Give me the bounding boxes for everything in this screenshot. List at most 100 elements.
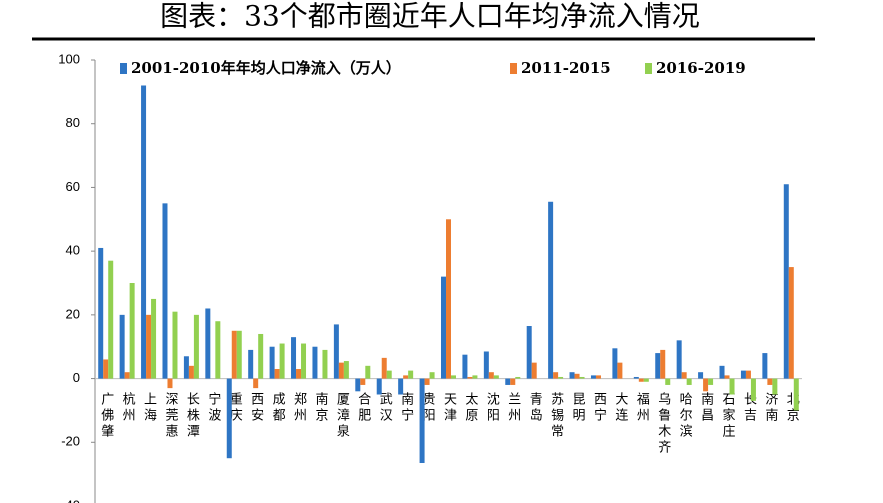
bar bbox=[386, 370, 392, 379]
bar bbox=[172, 311, 178, 379]
x-tick-label: 西安 bbox=[248, 392, 264, 424]
bar bbox=[643, 378, 649, 382]
bar bbox=[558, 376, 564, 379]
bar bbox=[698, 372, 704, 379]
bar bbox=[633, 376, 639, 379]
bar bbox=[569, 372, 575, 379]
bar bbox=[398, 378, 404, 395]
bar bbox=[719, 365, 725, 379]
bar bbox=[193, 314, 199, 379]
bar bbox=[226, 378, 232, 459]
bar bbox=[750, 378, 756, 401]
bar bbox=[472, 375, 478, 379]
x-tick-label: 沈阳 bbox=[484, 392, 500, 424]
bar bbox=[301, 343, 307, 379]
bar bbox=[595, 375, 601, 379]
bar bbox=[151, 298, 157, 379]
bar bbox=[103, 359, 109, 379]
legend-label: 2001-2010年年均人口净流入（万人） bbox=[131, 59, 401, 77]
y-tick-label: 100 bbox=[58, 51, 80, 66]
x-tick-label: 太原 bbox=[462, 392, 478, 424]
bar bbox=[146, 314, 152, 379]
bar bbox=[236, 330, 242, 379]
bar bbox=[419, 378, 425, 463]
bar bbox=[446, 219, 451, 379]
x-tick-label: 石家庄 bbox=[720, 392, 736, 440]
bar bbox=[322, 349, 328, 379]
bar bbox=[638, 378, 644, 382]
chart-title: 图表：33个都市圈近年人口年均净流入情况 bbox=[160, 0, 700, 33]
bar bbox=[531, 362, 537, 379]
x-tick-label: 深莞惠 bbox=[162, 392, 178, 440]
bar bbox=[772, 378, 778, 395]
bar bbox=[381, 357, 387, 379]
bar bbox=[355, 378, 361, 392]
bar bbox=[617, 362, 623, 379]
bar bbox=[365, 365, 371, 379]
x-tick-label: 昆明 bbox=[570, 392, 585, 424]
bar bbox=[98, 247, 104, 379]
bar bbox=[703, 378, 709, 392]
x-tick-label: 福州 bbox=[634, 392, 650, 424]
y-tick-label: 0 bbox=[73, 370, 80, 385]
bar bbox=[403, 375, 409, 379]
bar bbox=[269, 346, 275, 379]
bar bbox=[429, 372, 435, 379]
bar bbox=[360, 378, 366, 385]
bar bbox=[248, 349, 254, 379]
bar bbox=[183, 356, 189, 379]
bar bbox=[488, 372, 494, 379]
bar bbox=[762, 353, 768, 379]
bar bbox=[483, 351, 489, 379]
bar bbox=[783, 184, 789, 379]
bar bbox=[274, 369, 280, 379]
y-tick-label: -40 bbox=[61, 497, 80, 503]
legend-label: 2011-2015 bbox=[521, 59, 611, 77]
x-tick-label: 宁波 bbox=[205, 391, 221, 424]
bar bbox=[141, 85, 147, 379]
bar bbox=[548, 201, 554, 379]
x-tick-label: 乌鲁木齐 bbox=[655, 391, 671, 456]
bar bbox=[462, 354, 468, 379]
bar bbox=[574, 373, 580, 379]
bar bbox=[124, 372, 130, 379]
x-tick-label: 青岛 bbox=[527, 392, 543, 424]
x-tick-label: 大连 bbox=[612, 392, 628, 424]
bar bbox=[258, 333, 264, 379]
y-tick-label: 20 bbox=[66, 306, 80, 321]
x-tick-label: 哈尔滨 bbox=[677, 392, 693, 440]
bar bbox=[793, 378, 799, 411]
x-tick-label: 兰州 bbox=[505, 392, 521, 424]
x-tick-label: 南宁 bbox=[398, 391, 414, 424]
bar bbox=[279, 343, 285, 379]
bar bbox=[505, 378, 511, 385]
bar bbox=[205, 308, 211, 379]
bar bbox=[788, 267, 794, 379]
bar bbox=[724, 375, 730, 379]
bar bbox=[767, 378, 773, 385]
bar bbox=[660, 349, 666, 379]
x-tick-label: 苏锡常 bbox=[548, 391, 564, 440]
bar bbox=[231, 330, 237, 379]
y-tick-label: 80 bbox=[66, 115, 80, 130]
bar bbox=[253, 378, 259, 389]
bar bbox=[526, 326, 532, 379]
x-tick-label: 长株潭 bbox=[184, 392, 200, 440]
x-tick-label: 成都 bbox=[270, 392, 286, 424]
bar bbox=[590, 375, 596, 379]
x-tick-label: 天津 bbox=[441, 392, 457, 424]
legend-swatch bbox=[510, 63, 517, 74]
bar bbox=[338, 362, 344, 379]
x-tick-label: 济南 bbox=[762, 392, 778, 424]
bar bbox=[655, 353, 661, 379]
y-tick-label: 40 bbox=[66, 243, 80, 258]
x-tick-label: 武汉 bbox=[377, 392, 393, 424]
x-tick-label: 西宁 bbox=[591, 392, 607, 424]
bar bbox=[424, 378, 430, 385]
bar bbox=[745, 370, 751, 379]
bar bbox=[441, 276, 446, 379]
bar bbox=[333, 324, 339, 379]
bar bbox=[676, 340, 682, 379]
bar bbox=[612, 348, 618, 379]
bar bbox=[188, 365, 194, 379]
